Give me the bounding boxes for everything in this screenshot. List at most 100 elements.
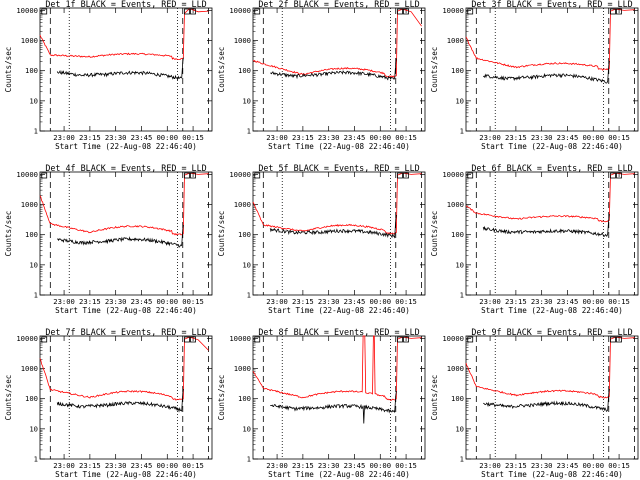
x-tick-label: 00:00 bbox=[369, 133, 391, 142]
y-tick-label: 100 bbox=[238, 394, 251, 403]
x-axis-label: Start Time (22-Aug-08 22:46:40) bbox=[55, 306, 197, 315]
x-tick-label: 23:30 bbox=[531, 461, 553, 470]
saa-marker bbox=[403, 336, 409, 343]
panel-det-5: Det 5f BLACK = Events, RED = LLD 1 10 100 10… bbox=[217, 163, 426, 315]
x-tick-label: 23:15 bbox=[292, 461, 314, 470]
panel-title: Det 5f BLACK = Events, RED = LLD bbox=[258, 163, 419, 173]
x-tick-label: 23:30 bbox=[318, 461, 340, 470]
x-tick-label: 23:45 bbox=[131, 461, 153, 470]
plot-frame bbox=[39, 7, 213, 132]
red-lld-series bbox=[252, 335, 422, 401]
x-tick-label: 00:15 bbox=[608, 133, 630, 142]
panel-title: Det 3f BLACK = Events, RED = LLD bbox=[471, 0, 632, 9]
y-tick-label: 100 bbox=[451, 66, 464, 75]
red-lld-series bbox=[39, 8, 209, 61]
saa-marker bbox=[190, 172, 196, 179]
y-tick-label: 10 bbox=[29, 260, 38, 269]
y-tick-label: 10 bbox=[455, 96, 464, 105]
x-tick-label: 23:30 bbox=[105, 297, 127, 306]
red-lld-series bbox=[252, 172, 422, 235]
y-tick-label: 10 bbox=[455, 260, 464, 269]
x-tick-label: 23:15 bbox=[505, 133, 527, 142]
x-tick-label: 00:15 bbox=[182, 461, 204, 470]
saa-marker bbox=[467, 8, 474, 15]
saa-marker bbox=[397, 172, 403, 179]
x-tick-label: 23:15 bbox=[505, 297, 527, 306]
y-tick-label: 1000 bbox=[447, 200, 464, 209]
panel-title: Det 2f BLACK = Events, RED = LLD bbox=[258, 0, 419, 9]
x-tick-label: 00:00 bbox=[369, 297, 391, 306]
red-lld-series bbox=[465, 8, 635, 71]
y-tick-label: 1000 bbox=[234, 364, 251, 373]
y-tick-label: 100 bbox=[25, 394, 38, 403]
x-tick-label: 23:45 bbox=[557, 461, 579, 470]
plot-frame bbox=[252, 7, 426, 132]
plot-frame bbox=[252, 171, 426, 296]
y-tick-label: 1 bbox=[247, 291, 251, 300]
x-axis-label: Start Time (22-Aug-08 22:46:40) bbox=[481, 142, 623, 151]
plot-frame bbox=[252, 335, 426, 460]
panel-title: Det 1f BLACK = Events, RED = LLD bbox=[45, 0, 206, 9]
x-tick-label: 23:15 bbox=[79, 461, 101, 470]
y-tick-label: 1 bbox=[460, 455, 464, 464]
panel-det-2: Det 2f BLACK = Events, RED = LLD 1 10 100 10… bbox=[217, 0, 426, 151]
x-tick-label: 23:15 bbox=[79, 297, 101, 306]
y-axis-label: Counts/sec bbox=[430, 375, 439, 421]
x-tick-label: 23:45 bbox=[131, 297, 153, 306]
plot-frame bbox=[465, 335, 639, 460]
x-tick-label: 23:30 bbox=[105, 133, 127, 142]
saa-marker bbox=[616, 172, 622, 179]
red-lld-series bbox=[39, 336, 209, 401]
x-tick-label: 00:00 bbox=[582, 297, 604, 306]
saa-marker bbox=[41, 172, 48, 179]
y-tick-label: 1 bbox=[460, 291, 464, 300]
panel-det-3: Det 3f BLACK = Events, RED = LLD 1 10 100 10… bbox=[430, 0, 639, 151]
y-tick-label: 1 bbox=[247, 127, 251, 136]
y-tick-label: 100 bbox=[25, 230, 38, 239]
panel-title: Det 9f BLACK = Events, RED = LLD bbox=[471, 327, 632, 337]
y-tick-label: 10000 bbox=[229, 170, 251, 179]
saa-marker bbox=[41, 336, 48, 343]
y-tick-label: 1 bbox=[34, 291, 38, 300]
y-tick-label: 10000 bbox=[442, 170, 464, 179]
saa-marker bbox=[610, 336, 616, 343]
y-tick-label: 1 bbox=[34, 455, 38, 464]
saa-marker bbox=[403, 172, 409, 179]
x-tick-label: 23:00 bbox=[266, 461, 288, 470]
y-axis-label: Counts/sec bbox=[4, 211, 13, 257]
x-tick-label: 23:00 bbox=[479, 297, 501, 306]
panel-title: Det 8f BLACK = Events, RED = LLD bbox=[258, 327, 419, 337]
y-tick-label: 100 bbox=[451, 394, 464, 403]
x-tick-label: 23:00 bbox=[266, 133, 288, 142]
x-tick-label: 23:00 bbox=[53, 133, 75, 142]
y-tick-label: 10000 bbox=[16, 6, 38, 15]
x-axis-label: Start Time (22-Aug-08 22:46:40) bbox=[481, 470, 623, 479]
black-events-series bbox=[483, 388, 610, 412]
x-axis-label: Start Time (22-Aug-08 22:46:40) bbox=[55, 142, 197, 151]
x-tick-label: 23:45 bbox=[344, 461, 366, 470]
panel-det-8: Det 8f BLACK = Events, RED = LLD 1 10 100 10… bbox=[217, 327, 426, 479]
y-tick-label: 10 bbox=[242, 96, 251, 105]
x-tick-label: 00:15 bbox=[182, 297, 204, 306]
y-tick-label: 100 bbox=[238, 230, 251, 239]
y-axis-label: Counts/sec bbox=[430, 47, 439, 93]
x-tick-label: 23:45 bbox=[344, 297, 366, 306]
saa-marker bbox=[190, 8, 196, 15]
y-tick-label: 10000 bbox=[16, 170, 38, 179]
saa-marker bbox=[397, 8, 403, 15]
saa-marker bbox=[184, 8, 190, 15]
x-tick-label: 00:15 bbox=[182, 133, 204, 142]
y-tick-label: 1 bbox=[247, 455, 251, 464]
x-tick-label: 23:00 bbox=[479, 461, 501, 470]
x-tick-label: 00:15 bbox=[395, 297, 417, 306]
panel-det-9: Det 9f BLACK = Events, RED = LLD 1 10 100 10… bbox=[430, 327, 639, 479]
saa-marker bbox=[616, 336, 622, 343]
x-tick-label: 00:00 bbox=[369, 461, 391, 470]
x-tick-label: 23:45 bbox=[131, 133, 153, 142]
saa-marker bbox=[254, 8, 261, 15]
plot-frame bbox=[39, 335, 213, 460]
x-axis-label: Start Time (22-Aug-08 22:46:40) bbox=[268, 306, 410, 315]
y-axis-label: Counts/sec bbox=[4, 375, 13, 421]
x-tick-label: 23:30 bbox=[318, 133, 340, 142]
